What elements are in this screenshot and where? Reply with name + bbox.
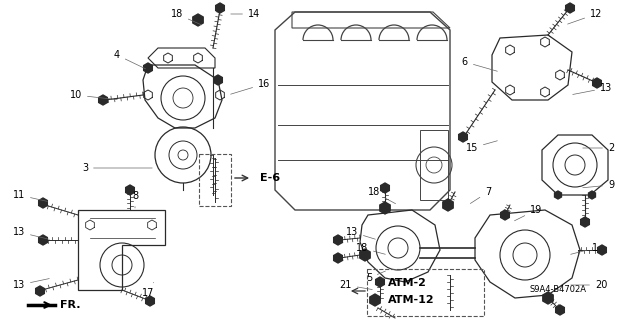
Text: 11: 11	[13, 190, 47, 201]
Text: 19: 19	[515, 205, 542, 221]
Text: 9: 9	[583, 180, 614, 190]
Text: 13: 13	[13, 278, 49, 290]
Text: 18: 18	[368, 187, 396, 204]
Text: 14: 14	[231, 9, 260, 19]
Text: FR.: FR.	[60, 300, 81, 310]
Polygon shape	[214, 75, 222, 85]
Text: 13: 13	[573, 83, 612, 94]
Polygon shape	[580, 217, 589, 227]
Text: 16: 16	[230, 79, 270, 94]
Polygon shape	[193, 14, 203, 26]
Polygon shape	[556, 305, 564, 315]
Text: 15: 15	[466, 141, 497, 153]
Polygon shape	[333, 235, 342, 245]
Text: S9A4-B4702A: S9A4-B4702A	[530, 286, 587, 294]
Text: 8: 8	[132, 191, 138, 208]
Polygon shape	[566, 3, 574, 13]
Polygon shape	[380, 202, 390, 214]
Text: 5: 5	[365, 271, 385, 283]
Text: 3: 3	[82, 163, 152, 173]
Text: 4: 4	[114, 50, 145, 69]
Polygon shape	[146, 296, 154, 306]
Polygon shape	[99, 95, 108, 105]
Polygon shape	[589, 191, 595, 199]
Polygon shape	[36, 286, 44, 296]
Text: ATM-12: ATM-12	[388, 295, 435, 305]
Polygon shape	[370, 294, 380, 306]
Polygon shape	[554, 191, 561, 199]
Text: 6: 6	[462, 57, 497, 71]
Polygon shape	[216, 3, 225, 13]
Polygon shape	[360, 249, 370, 261]
Polygon shape	[125, 185, 134, 195]
Polygon shape	[38, 235, 47, 245]
Polygon shape	[381, 183, 389, 193]
Text: 12: 12	[568, 9, 602, 24]
Polygon shape	[459, 132, 467, 142]
Polygon shape	[38, 198, 47, 208]
Polygon shape	[376, 277, 385, 287]
Polygon shape	[443, 199, 453, 211]
Text: 2: 2	[583, 143, 614, 153]
Text: 20: 20	[571, 280, 607, 290]
Text: 1: 1	[571, 243, 598, 254]
Polygon shape	[593, 78, 602, 88]
Text: 18: 18	[171, 9, 202, 25]
Text: E-6: E-6	[260, 173, 280, 183]
Polygon shape	[333, 253, 342, 263]
Text: 10: 10	[70, 90, 117, 100]
Polygon shape	[543, 292, 553, 304]
Text: 17: 17	[142, 282, 154, 298]
Text: 7: 7	[470, 187, 492, 204]
Text: 13: 13	[346, 227, 375, 239]
Polygon shape	[500, 210, 509, 220]
Text: 18: 18	[356, 243, 385, 254]
Text: 13: 13	[13, 227, 49, 239]
Text: ATM-2: ATM-2	[388, 278, 427, 288]
Polygon shape	[598, 245, 606, 255]
Text: 21: 21	[340, 280, 372, 290]
Polygon shape	[143, 63, 152, 73]
